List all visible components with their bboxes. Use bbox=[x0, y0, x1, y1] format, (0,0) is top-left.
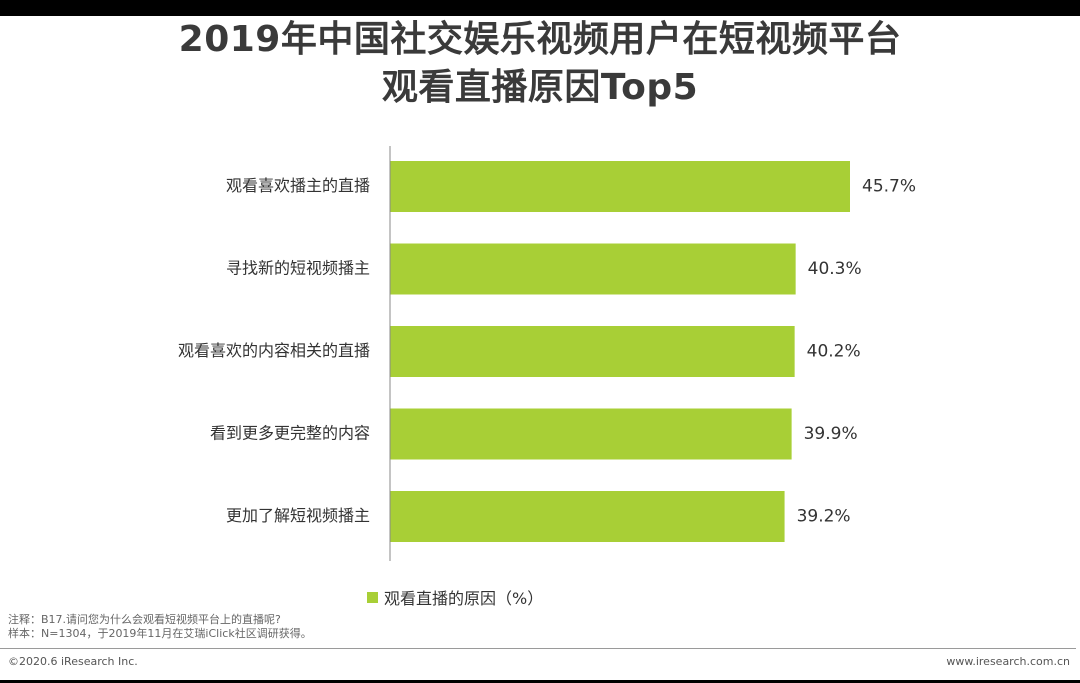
data-label: 39.9% bbox=[804, 424, 858, 444]
footer-copyright: ©2020.6 iResearch Inc. bbox=[8, 655, 138, 668]
legend-label: 观看直播的原因（%） bbox=[384, 589, 544, 608]
bar-chart: 观看喜欢播主的直播寻找新的短视频播主观看喜欢的内容相关的直播看到更多更完整的内容… bbox=[178, 146, 916, 561]
category-label: 看到更多更完整的内容 bbox=[210, 424, 370, 443]
slide: 2019年中国社交娱乐视频用户在短视频平台 观看直播原因Top5 观看喜欢播主的… bbox=[0, 16, 1080, 680]
category-label: 观看喜欢的内容相关的直播 bbox=[178, 341, 370, 360]
note-sample: 样本：N=1304，于2019年11月在艾瑞iClick社区调研获得。 bbox=[8, 627, 312, 640]
category-label: 更加了解短视频播主 bbox=[226, 506, 370, 525]
note-question: 注释：B17.请问您为什么会观看短视频平台上的直播呢? bbox=[8, 613, 281, 626]
category-label: 寻找新的短视频播主 bbox=[226, 259, 370, 278]
category-labels: 观看喜欢播主的直播寻找新的短视频播主观看喜欢的内容相关的直播看到更多更完整的内容… bbox=[178, 176, 370, 525]
legend-swatch bbox=[367, 591, 378, 603]
bars-group bbox=[390, 161, 850, 542]
bar bbox=[390, 161, 850, 212]
footer-website: www.iresearch.com.cn bbox=[946, 655, 1070, 668]
bar bbox=[390, 243, 796, 295]
data-label: 40.3% bbox=[808, 259, 862, 279]
footer-divider bbox=[0, 648, 1076, 649]
legend: 观看直播的原因（%） bbox=[367, 586, 543, 608]
chart-title-line-1: 2019年中国社交娱乐视频用户在短视频平台 bbox=[178, 19, 902, 60]
bar bbox=[390, 491, 785, 542]
value-labels: 45.7% 40.3% 40.2% 39.9% 39.2% bbox=[797, 177, 916, 527]
bar bbox=[390, 326, 795, 377]
data-label: 40.2% bbox=[807, 342, 861, 362]
data-label: 39.2% bbox=[797, 507, 851, 527]
chart-title-line-2: 观看直播原因Top5 bbox=[381, 67, 699, 108]
data-label: 45.7% bbox=[862, 177, 916, 197]
category-label: 观看喜欢播主的直播 bbox=[226, 176, 370, 195]
bar bbox=[390, 408, 792, 460]
